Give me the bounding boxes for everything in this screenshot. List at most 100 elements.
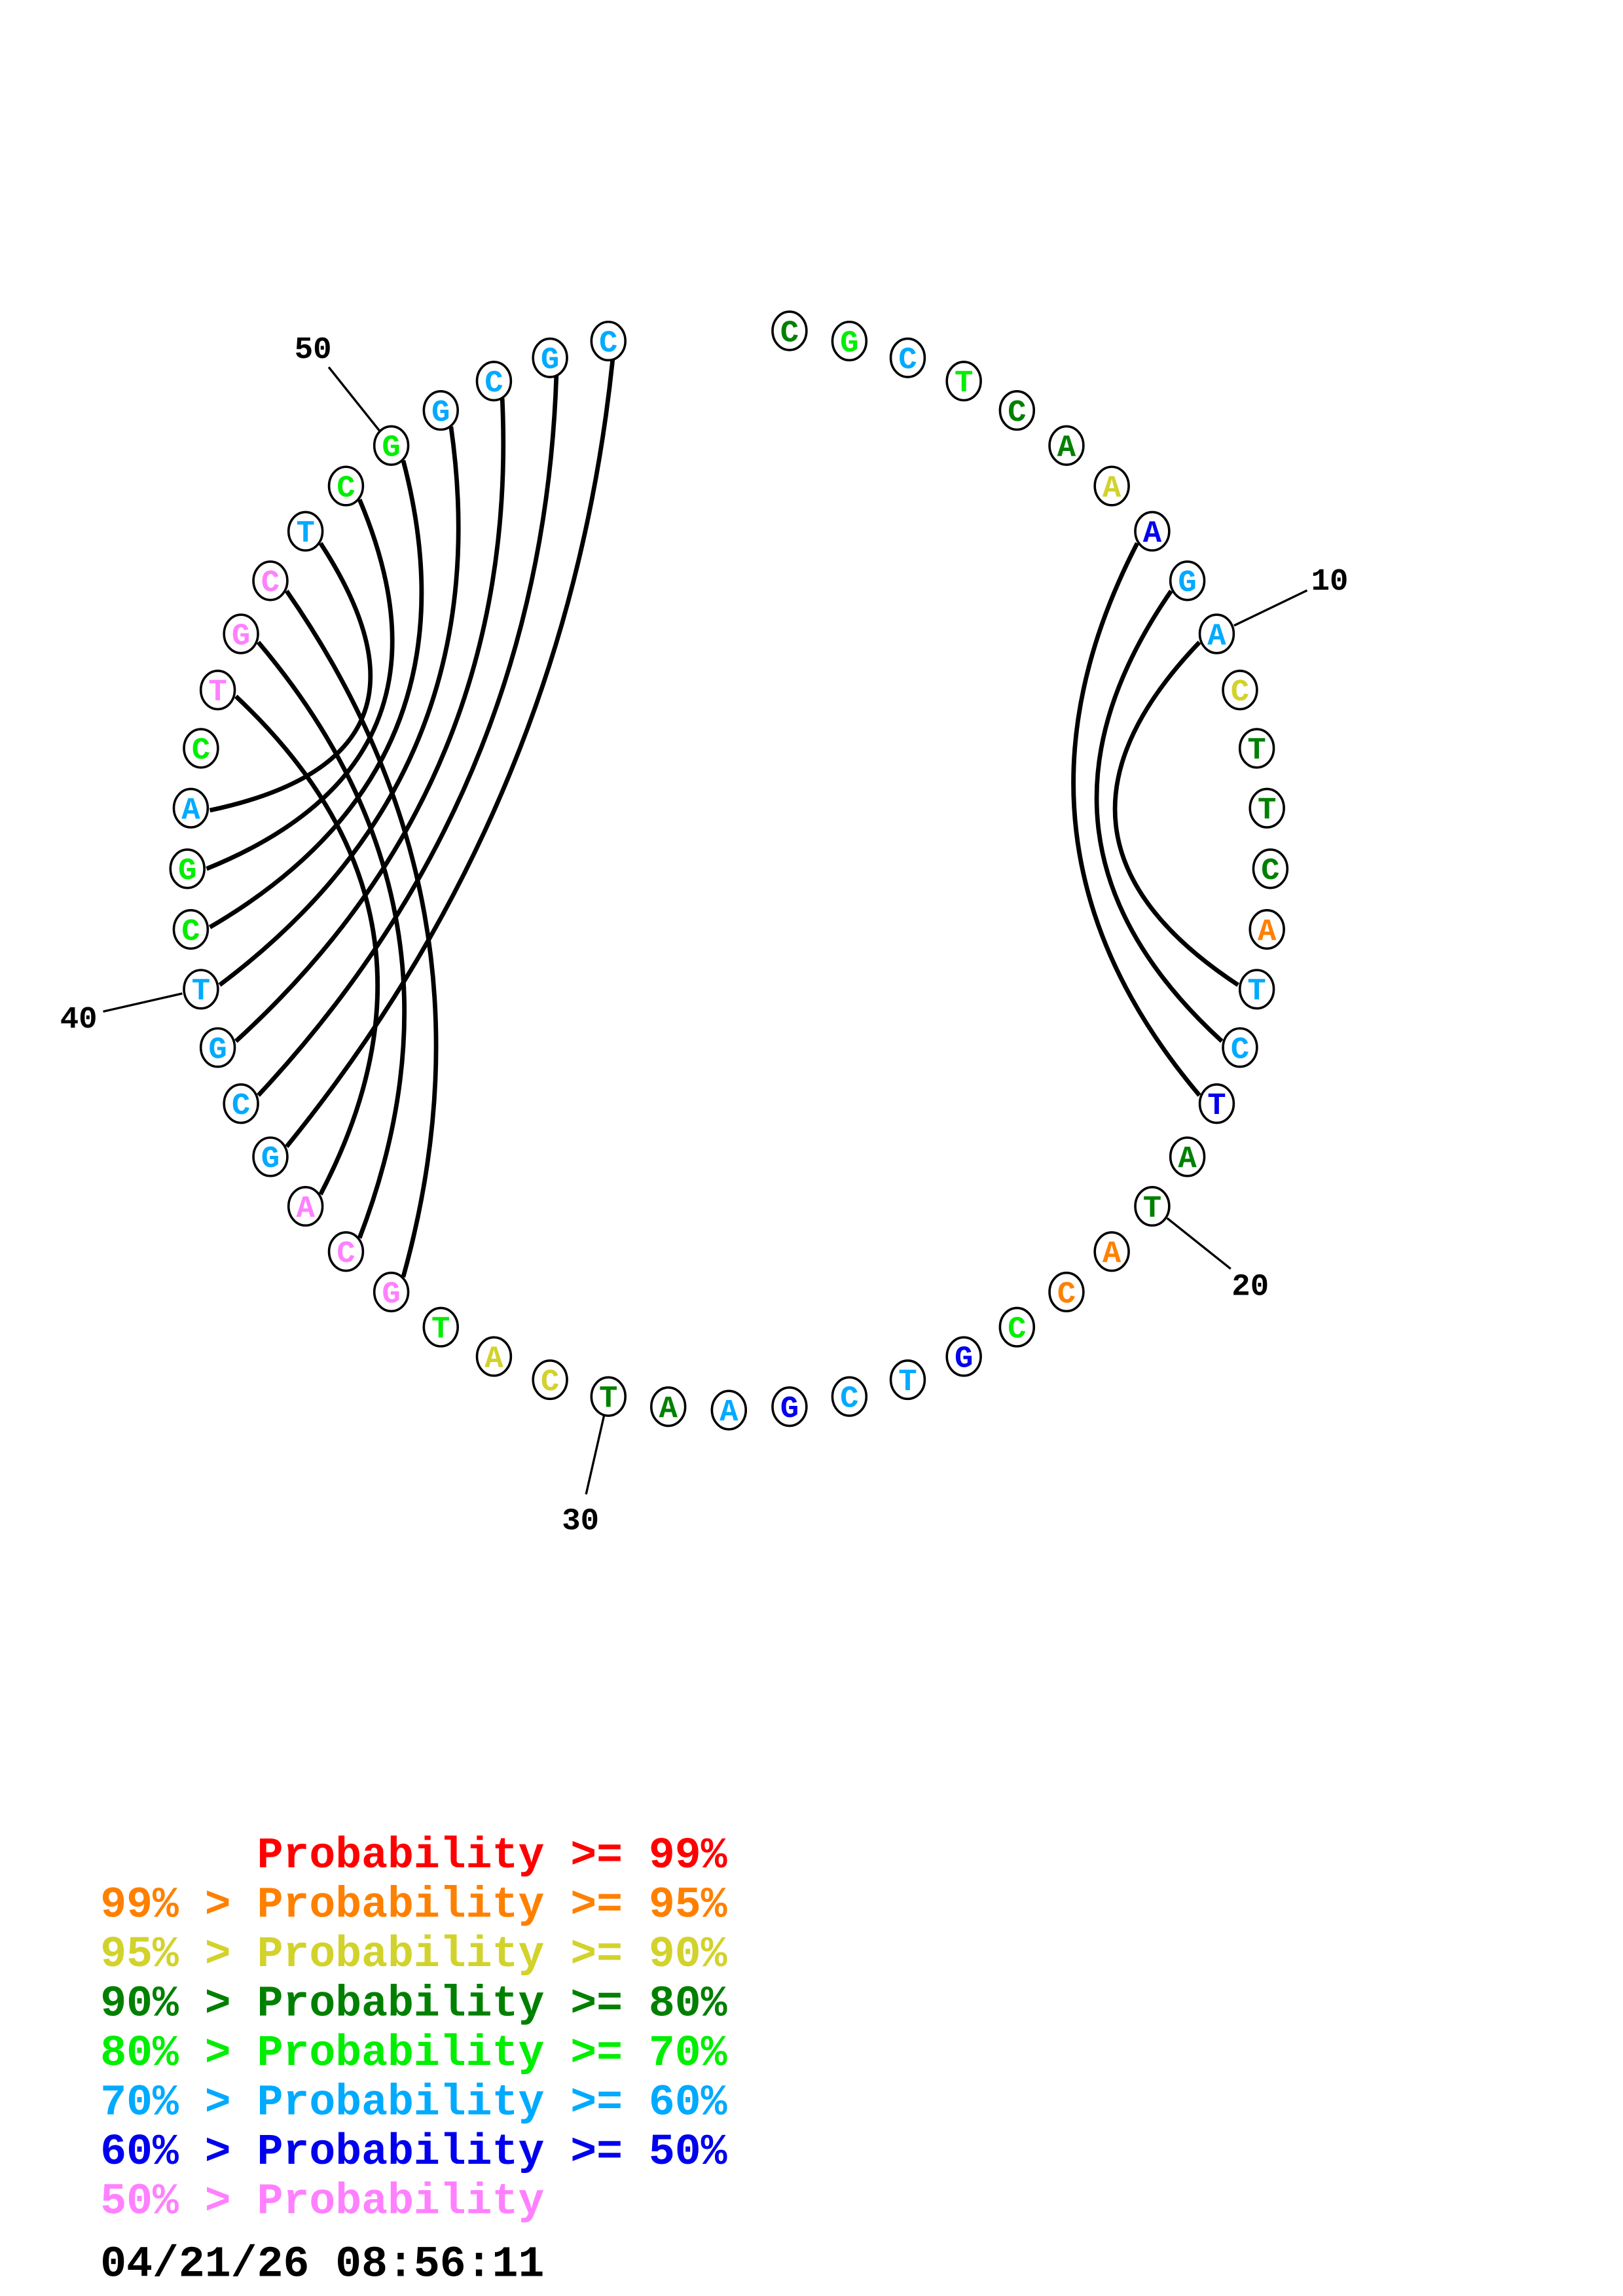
nucleotide-letter: C	[232, 1089, 250, 1124]
position-marker-line	[1166, 1217, 1231, 1270]
position-markers: 10 20 30 40 50	[60, 333, 1349, 1539]
nucleotide-circle	[998, 1306, 1036, 1348]
base-pair-arc-9-17	[1094, 590, 1224, 1043]
nucleotide-circle	[1134, 1185, 1171, 1227]
base-pair-arc-53-38	[257, 376, 559, 1097]
nucleotide-letter: T	[1207, 1089, 1226, 1124]
nucleotide: C	[1222, 1027, 1258, 1068]
nucleotide-circle	[223, 1083, 259, 1124]
nucleotide-circle	[998, 389, 1036, 431]
nucleotide: G	[223, 613, 259, 655]
nucleotide-letter: T	[1247, 975, 1266, 1009]
nucleotide-circle	[1048, 425, 1085, 466]
nucleotide-circle	[1249, 908, 1285, 950]
nucleotide-circle	[172, 908, 210, 950]
nucleotide-letter: G	[541, 343, 559, 378]
nucleotide-letter: A	[659, 1392, 678, 1427]
position-label: 20	[1231, 1270, 1269, 1304]
nucleotide-letter: C	[1008, 1312, 1026, 1347]
nucleotide-circle	[183, 969, 219, 1010]
nucleotide-letter: G	[955, 1342, 973, 1376]
nucleotide: C	[223, 1083, 259, 1124]
nucleotide-circle	[831, 1376, 868, 1417]
nucleotide: A	[1093, 1231, 1130, 1272]
nucleotide-circle	[889, 337, 926, 378]
nucleotide-letter: C	[898, 343, 917, 378]
nucleotide-circle	[1093, 1231, 1130, 1272]
nucleotide-circle	[1134, 511, 1171, 552]
nucleotide: C	[252, 560, 289, 601]
legend-entry: 90% > Probability >= 80%	[100, 1980, 727, 2029]
nucleotide-circle	[945, 1336, 982, 1377]
nucleotide-letter: G	[178, 854, 196, 889]
nucleotide: G	[169, 848, 206, 889]
nucleotide: G	[373, 1271, 410, 1313]
nucleotide-circle	[287, 511, 324, 552]
nucleotide-circle	[1169, 1136, 1206, 1177]
nucleotide-circle	[172, 787, 210, 829]
base-pair-arc-45-36	[234, 694, 380, 1196]
nucleotide-letter: T	[192, 975, 210, 1009]
base-pair-arc-10-16	[1112, 640, 1239, 987]
nucleotide-circle	[252, 1136, 289, 1177]
nucleotide: C	[183, 728, 219, 769]
nucleotide: G	[532, 337, 568, 378]
position-label: 50	[295, 333, 332, 368]
nucleotide-circle	[1252, 848, 1289, 889]
nucleotide-circle	[475, 1336, 513, 1377]
nucleotide-letter: A	[296, 1192, 315, 1227]
nucleotide-circle	[1238, 728, 1275, 769]
nucleotide-circle	[1198, 613, 1235, 655]
legend-entry: 50% > Probability	[100, 2178, 544, 2227]
nucleotide: A	[1048, 425, 1085, 466]
nucleotide-letter: T	[955, 367, 973, 401]
nucleotide: C	[1048, 1271, 1085, 1313]
legend-entry: Probability >= 99%	[100, 1831, 727, 1880]
nucleotide-circle	[1198, 1083, 1235, 1124]
nucleotide-letter: G	[261, 1142, 280, 1177]
nucleotide-letter: A	[720, 1395, 739, 1430]
nucleotide: T	[1238, 728, 1275, 769]
nucleotide: G	[252, 1136, 289, 1177]
nucleotide-circle	[1222, 1027, 1258, 1068]
nucleotide-letter: T	[431, 1312, 450, 1347]
nucleotides: C G CTCAAAGACTTCATCTATACCGTCGAATCATGCAGCGT…	[169, 310, 1289, 1431]
nucleotide-letter: C	[1057, 1278, 1076, 1312]
nucleotide-letter: C	[1231, 675, 1249, 710]
nucleotide-circle	[169, 848, 206, 889]
nucleotide-circle	[532, 1359, 568, 1401]
nucleotide-letter: G	[780, 1392, 799, 1427]
nucleotide: G	[831, 320, 868, 362]
nucleotide-letter: C	[192, 734, 210, 768]
nucleotide: T	[1249, 787, 1285, 829]
nucleotide: A	[649, 1386, 687, 1427]
nucleotide-letter: T	[1247, 734, 1266, 768]
nucleotide-letter: C	[840, 1382, 858, 1417]
position-marker-line	[1233, 589, 1308, 627]
nucleotide-circle	[1238, 969, 1275, 1010]
nucleotide: A	[287, 1185, 324, 1227]
nucleotide-letter: G	[208, 1033, 227, 1067]
base-pair-arc-8-18	[1071, 542, 1201, 1097]
nucleotide: T	[287, 511, 324, 552]
legend-entry: 80% > Probability >= 70%	[100, 2029, 727, 2078]
nucleotide: T	[1198, 1083, 1235, 1124]
nucleotide: G	[1169, 560, 1206, 601]
nucleotide: G	[771, 1386, 808, 1427]
nucleotide: T	[199, 670, 236, 711]
nucleotide: C	[998, 389, 1036, 431]
nucleotide-circle	[1048, 1271, 1085, 1313]
base-pair-arc-49-42	[206, 498, 395, 871]
position-marker-line	[103, 992, 183, 1013]
nucleotide-circle	[287, 1185, 324, 1227]
base-pair-arcs	[206, 359, 1239, 1278]
position-marker-line	[585, 1414, 606, 1495]
nucleotide-letter: C	[181, 915, 200, 950]
nucleotide-letter: T	[1143, 1192, 1161, 1227]
nucleotide-circle	[945, 361, 982, 402]
nucleotide-circle	[1093, 465, 1130, 507]
nucleotide-letter: T	[208, 675, 227, 710]
nucleotide: A	[1134, 511, 1171, 552]
nucleotide: C	[327, 1231, 365, 1272]
nucleotide-letter: G	[232, 619, 250, 654]
